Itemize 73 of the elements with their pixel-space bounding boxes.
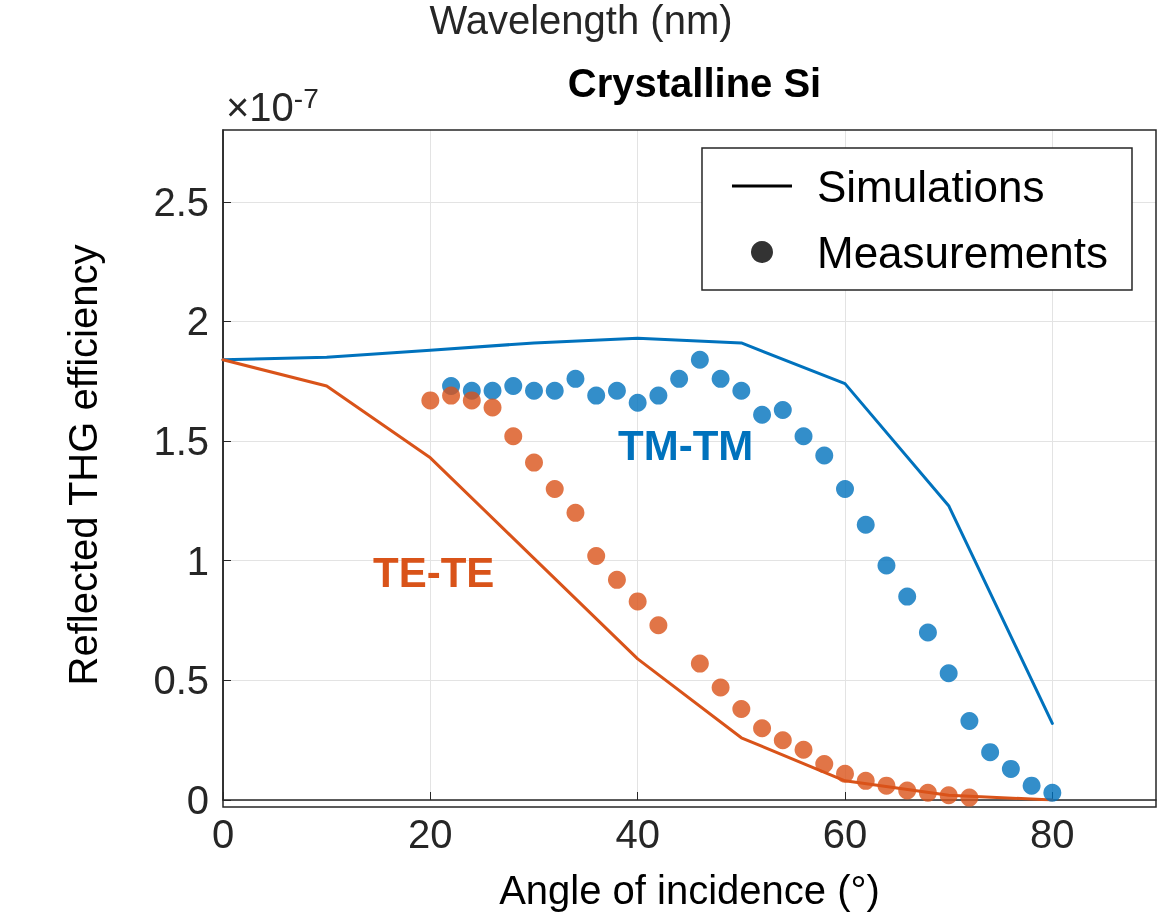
point xyxy=(462,391,481,410)
point xyxy=(898,587,917,606)
y-tick-label: 0 xyxy=(186,778,209,822)
point xyxy=(504,377,523,396)
x-tick-label: 80 xyxy=(1030,812,1075,856)
point xyxy=(815,446,834,465)
series-label: TE-TE xyxy=(373,548,495,596)
x-tick-label: 40 xyxy=(615,812,660,856)
point xyxy=(773,400,792,419)
point xyxy=(628,393,647,412)
point xyxy=(525,453,543,472)
y-axis-title: Reflected THG efficiency xyxy=(61,244,105,686)
point xyxy=(566,503,585,522)
y-tick-label: 0.5 xyxy=(153,658,209,703)
point xyxy=(628,592,647,611)
y-tick-label: 2.5 xyxy=(153,179,209,224)
point xyxy=(649,386,668,405)
point xyxy=(545,381,564,400)
point xyxy=(836,479,854,498)
point xyxy=(607,381,626,400)
point xyxy=(939,664,958,683)
point xyxy=(898,781,917,800)
series-label: TM-TM xyxy=(618,421,754,469)
y-tick-label: 2 xyxy=(186,299,209,344)
x-tick-label: 20 xyxy=(408,812,453,856)
point xyxy=(773,731,792,750)
point xyxy=(794,740,813,759)
point xyxy=(918,783,937,802)
point xyxy=(877,556,896,575)
point xyxy=(1043,783,1062,802)
point xyxy=(587,546,606,565)
point xyxy=(918,623,937,642)
chart-title: Crystalline Si xyxy=(567,61,822,105)
point xyxy=(753,405,772,424)
point xyxy=(711,369,730,388)
point xyxy=(856,515,875,534)
point xyxy=(690,654,709,673)
point xyxy=(670,369,689,388)
point xyxy=(525,381,543,400)
point xyxy=(732,381,751,400)
x-axis-title: Angle of incidence (°) xyxy=(499,868,880,912)
point xyxy=(981,743,1000,762)
point xyxy=(690,350,709,369)
legend-label: Measurements xyxy=(816,227,1109,277)
legend-label: Simulations xyxy=(816,161,1045,211)
y-tick-label: 1 xyxy=(186,538,209,583)
point xyxy=(545,479,564,498)
point xyxy=(711,678,730,697)
point xyxy=(649,616,668,635)
point xyxy=(607,570,626,589)
point xyxy=(753,719,772,738)
point xyxy=(566,369,585,388)
point xyxy=(442,386,461,405)
point xyxy=(836,764,854,783)
point xyxy=(732,700,751,719)
point xyxy=(960,788,979,807)
point xyxy=(960,712,979,731)
point xyxy=(856,771,875,790)
line-series xyxy=(221,336,1054,725)
point xyxy=(794,427,813,446)
point xyxy=(587,386,606,405)
point xyxy=(815,755,834,774)
point xyxy=(877,776,896,795)
x-tick-label: 60 xyxy=(822,812,868,856)
point xyxy=(483,398,502,417)
point xyxy=(504,427,523,446)
point xyxy=(1001,759,1020,778)
text: Wavelength (nm) xyxy=(429,0,733,42)
point xyxy=(483,381,502,400)
point xyxy=(421,391,440,410)
point xyxy=(939,786,958,805)
y-tick-label: 1.5 xyxy=(153,419,209,464)
point xyxy=(1022,776,1041,795)
